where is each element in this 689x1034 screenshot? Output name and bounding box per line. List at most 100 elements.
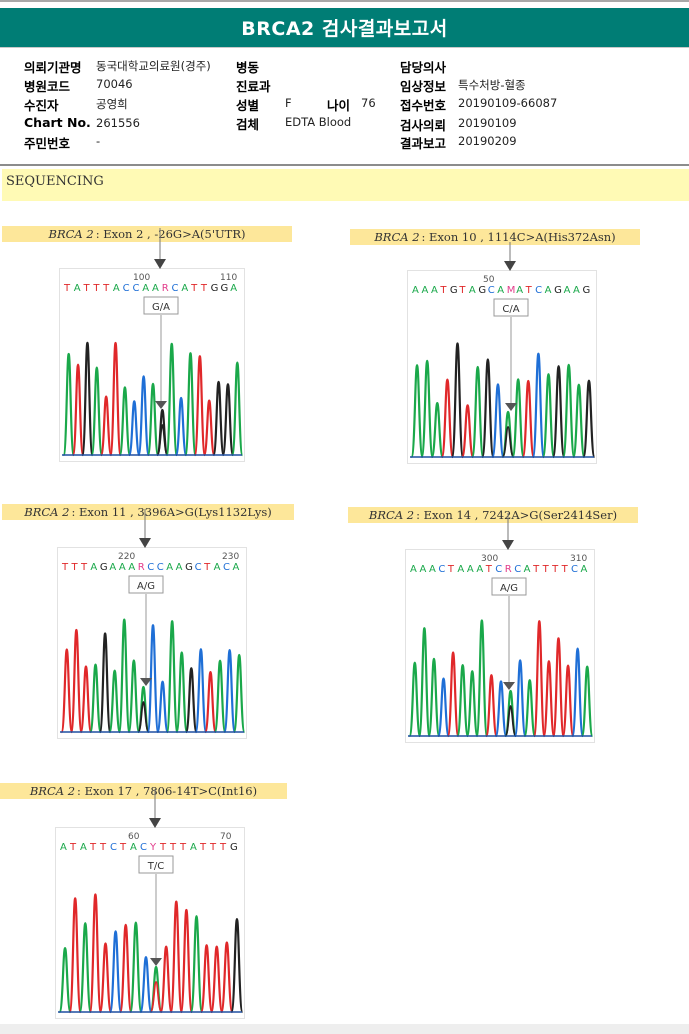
pointer-arrow-icon — [154, 228, 166, 269]
base-call: T — [61, 562, 69, 573]
trace-peak — [580, 665, 594, 738]
base-call: A — [90, 562, 97, 573]
position-tick: 50 — [483, 275, 495, 285]
patient-label: 수진자 — [24, 98, 59, 113]
trace-peak — [174, 396, 188, 457]
base-call: G — [583, 285, 591, 296]
request-date-value: 20190109 — [458, 116, 517, 130]
marker-arrow-icon — [140, 678, 152, 686]
position-tick: 60 — [128, 832, 140, 842]
trace-peak — [542, 660, 556, 738]
trace-peak — [418, 627, 431, 738]
trace-peak — [139, 956, 153, 1014]
trace-peak — [572, 383, 586, 459]
trace-peak — [146, 624, 160, 734]
specimen-label: 검체 — [236, 117, 260, 132]
trace-peak — [446, 651, 460, 738]
base-call: M — [507, 285, 516, 296]
variant-caption: BRCA 2: Exon 11 , 3396A>G(Lys1132Lys) — [2, 504, 294, 520]
variant-desc: : Exon 17 , 7806-14T>C(Int16) — [77, 784, 258, 798]
base-call: A — [166, 562, 173, 573]
trace-peak — [68, 897, 82, 1014]
genotype-call: A/G — [137, 581, 155, 592]
trace-peak — [128, 400, 141, 457]
patient-value: 공영희 — [96, 97, 128, 111]
base-call: A — [467, 564, 474, 575]
base-call: T — [169, 842, 177, 853]
genotype-box — [138, 855, 174, 874]
trace-peak — [475, 619, 489, 738]
institution-value: 동국대학교의료원(경주) — [96, 59, 211, 73]
chromatogram-panel: 50 A A A T G T A G C A M A T C A G A A G C/A — [407, 270, 597, 464]
trace-peak — [552, 637, 565, 738]
trace-peak — [159, 945, 173, 1014]
sequencing-section-bar: SEQUENCING — [2, 169, 689, 201]
sequencing-title: SEQUENCING — [6, 174, 104, 189]
resident-no-value: - — [96, 134, 101, 148]
trace-peak — [202, 399, 216, 457]
base-call: C — [157, 562, 164, 573]
variant-caption: BRCA 2: Exon 17 , 7806-14T>C(Int16) — [0, 783, 287, 799]
trace-peak — [532, 620, 546, 738]
gene-name: BRCA 2 — [48, 227, 94, 241]
base-call: G — [100, 562, 108, 573]
base-call: T — [525, 285, 533, 296]
base-call: T — [63, 283, 71, 294]
base-call: A — [142, 283, 149, 294]
trace-peak — [551, 365, 566, 459]
trace-peak-secondary — [156, 424, 169, 456]
base-call: C — [172, 283, 179, 294]
base-call: C — [514, 564, 521, 575]
genotype-box — [143, 296, 179, 315]
base-call: T — [102, 283, 110, 294]
position-tick: 220 — [118, 552, 135, 562]
base-call: T — [190, 283, 198, 294]
base-call: A — [119, 562, 126, 573]
trace-peak-secondary — [504, 705, 517, 737]
doctor-label: 담당의사 — [400, 60, 447, 75]
marker-arrow-icon — [155, 401, 167, 409]
trace-peak — [561, 664, 575, 738]
accession-value: 20190109-66087 — [458, 96, 558, 110]
base-call: Y — [149, 842, 157, 853]
genotype-call: G/A — [152, 302, 170, 313]
trace-peak — [471, 365, 485, 459]
trace-peak — [137, 375, 150, 457]
trace-peak — [179, 908, 194, 1014]
base-call: C — [223, 562, 230, 573]
trace-peak-secondary — [149, 981, 163, 1013]
trace-peak — [541, 373, 556, 459]
base-call: A — [431, 285, 438, 296]
base-call: A — [581, 564, 588, 575]
base-call: A — [421, 285, 428, 296]
base-call: T — [89, 842, 97, 853]
trace-peak — [108, 669, 122, 734]
trace-peak — [513, 659, 527, 738]
base-call: T — [203, 562, 211, 573]
base-call: C — [488, 285, 495, 296]
base-call: T — [447, 564, 455, 575]
trace-peak — [90, 366, 104, 457]
trace-peak — [437, 677, 450, 738]
trace-peak — [169, 900, 183, 1014]
pointer-arrow-icon — [504, 242, 516, 271]
marker-arrow-icon — [150, 958, 162, 966]
marker-arrow-icon — [503, 682, 515, 690]
header-divider — [0, 164, 689, 166]
trace-peak — [127, 659, 141, 734]
base-call: T — [159, 842, 167, 853]
trace-peak — [129, 921, 143, 1014]
base-call: A — [412, 285, 419, 296]
trace-peak — [189, 915, 204, 1014]
base-call: T — [532, 564, 540, 575]
chromatogram-panel: 60 70 A T A T T C T A C Y T T T A T T T G T/C — [55, 827, 245, 1019]
trace-peak — [450, 342, 465, 459]
base-call: T — [219, 842, 227, 853]
trace-peak — [81, 341, 94, 457]
trace-peak — [79, 665, 93, 734]
base-call: A — [230, 283, 237, 294]
base-call: G — [450, 285, 458, 296]
pointer-arrow-icon — [139, 509, 151, 548]
base-call: A — [113, 283, 120, 294]
